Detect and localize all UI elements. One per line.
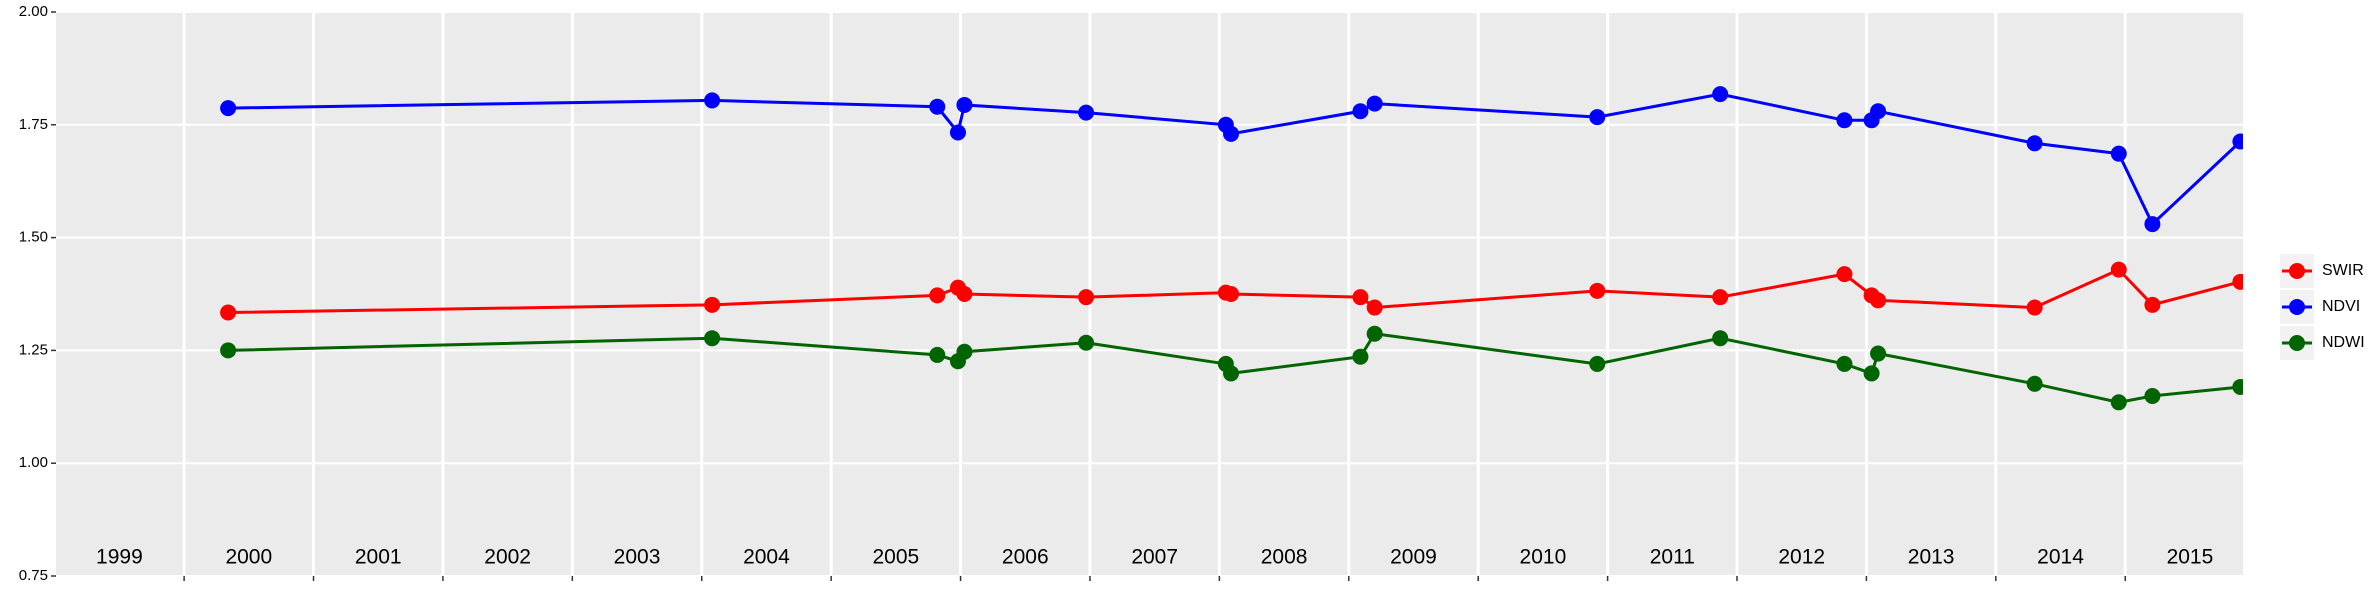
data-point <box>2110 145 2127 162</box>
year-label: 2005 <box>873 546 920 569</box>
data-point <box>1078 334 1095 351</box>
data-point <box>1366 325 1383 342</box>
data-point <box>1712 289 1729 306</box>
legend-label: SWIR <box>2322 262 2364 279</box>
data-point <box>220 342 237 359</box>
data-point <box>2144 296 2161 313</box>
legend-label: NDWI <box>2322 334 2365 351</box>
year-label: 2004 <box>743 546 790 569</box>
data-point <box>956 286 973 302</box>
year-label: 2014 <box>2037 546 2084 569</box>
data-point <box>1078 104 1095 121</box>
data-point <box>956 96 973 113</box>
year-label: 2000 <box>225 546 272 569</box>
y-tick-label: 0.75 <box>19 567 48 584</box>
data-point <box>704 92 721 109</box>
year-label: 2003 <box>614 546 661 569</box>
data-point <box>2144 387 2161 404</box>
data-point <box>1352 348 1369 365</box>
legend-point <box>2289 263 2305 279</box>
data-point <box>1589 282 1606 299</box>
data-point <box>1366 299 1383 316</box>
year-label: 2006 <box>1002 546 1049 569</box>
data-point <box>220 304 237 321</box>
legend-point <box>2289 299 2305 315</box>
data-point <box>1870 103 1887 120</box>
data-point <box>1712 330 1729 347</box>
data-point <box>704 330 721 347</box>
data-point <box>1223 125 1240 142</box>
y-tick-label: 2.00 <box>19 3 48 20</box>
year-label: 2012 <box>1778 546 1825 569</box>
year-label: 2001 <box>355 546 402 569</box>
data-point <box>1078 289 1095 306</box>
data-point <box>1863 365 1880 382</box>
data-point <box>1870 292 1887 309</box>
data-point <box>1836 112 1853 129</box>
data-point <box>2026 299 2043 316</box>
year-label: 2009 <box>1390 546 1437 569</box>
data-point <box>949 124 966 141</box>
data-point <box>929 346 946 363</box>
year-label: 2013 <box>1908 546 1955 569</box>
data-point <box>1223 365 1240 382</box>
data-point <box>2026 135 2043 152</box>
year-label: 2010 <box>1520 546 1567 569</box>
data-point <box>2232 273 2243 290</box>
data-point <box>1870 345 1887 362</box>
data-point <box>1352 103 1369 120</box>
data-point <box>1589 109 1606 126</box>
data-point <box>1836 355 1853 372</box>
legend-point <box>2289 335 2305 351</box>
data-point <box>929 98 946 115</box>
y-tick-label: 1.50 <box>19 229 48 246</box>
data-point <box>1352 289 1369 306</box>
legend-label: NDVI <box>2322 298 2360 315</box>
data-point <box>2026 375 2043 392</box>
data-point <box>1712 86 1729 103</box>
data-point <box>1366 95 1383 112</box>
data-point <box>1836 266 1853 283</box>
y-tick-label: 1.25 <box>19 341 48 358</box>
data-point <box>956 343 973 360</box>
data-point <box>2232 133 2243 150</box>
data-point <box>2232 378 2243 395</box>
year-label: 2002 <box>484 546 531 569</box>
year-label: 2007 <box>1131 546 1178 569</box>
data-point <box>2110 394 2127 411</box>
data-point <box>1223 286 1240 302</box>
y-tick-label: 1.75 <box>19 116 48 133</box>
year-label: 2011 <box>1650 546 1695 569</box>
data-point <box>2110 261 2127 278</box>
data-point <box>220 100 237 117</box>
year-label: 2015 <box>2167 546 2214 569</box>
year-label: 2008 <box>1261 546 1308 569</box>
data-point <box>2144 216 2161 233</box>
y-tick-label: 1.00 <box>19 454 48 471</box>
data-point <box>929 287 946 304</box>
data-point <box>704 296 721 313</box>
data-point <box>1589 355 1606 372</box>
year-label: 1999 <box>96 546 143 569</box>
